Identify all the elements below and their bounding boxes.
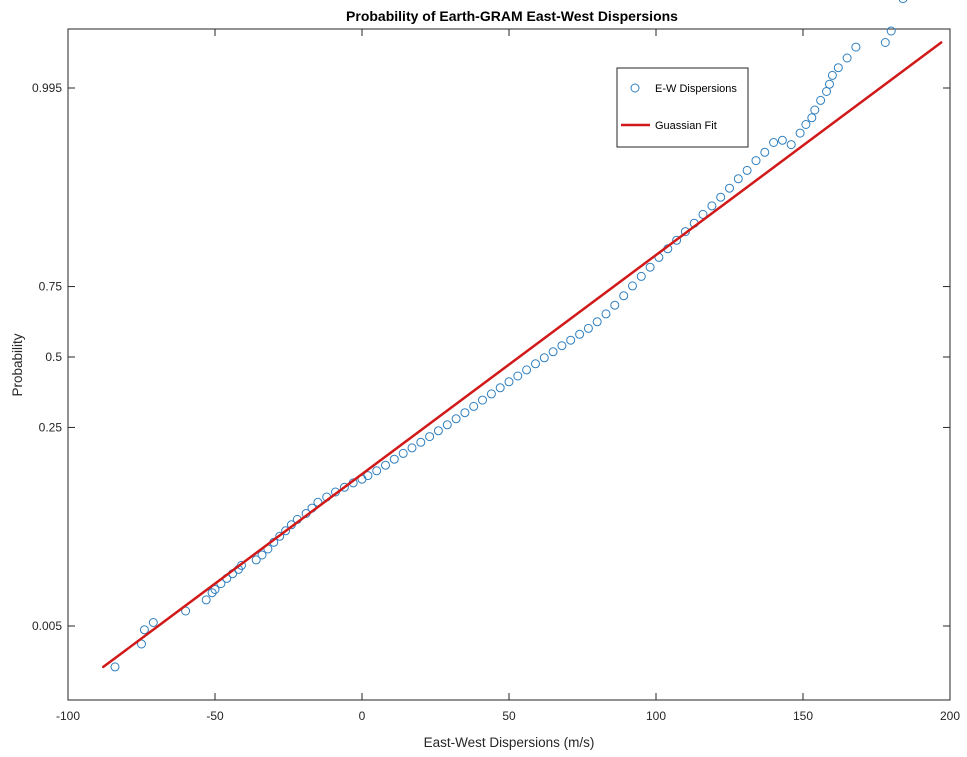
data-point	[531, 359, 540, 369]
data-point	[698, 209, 708, 219]
data-point	[469, 401, 479, 411]
data-point	[610, 300, 620, 310]
data-point	[148, 618, 158, 627]
data-point	[557, 341, 567, 351]
data-point	[513, 371, 523, 381]
data-point	[425, 432, 435, 442]
data-point	[601, 309, 611, 319]
data-point	[548, 347, 558, 357]
data-point	[801, 120, 811, 129]
data-point	[833, 63, 843, 73]
data-point	[742, 165, 752, 175]
legend: E-W Dispersions Guassian Fit	[616, 67, 749, 148]
gaussian-fit-line	[102, 41, 943, 669]
chart-title: Probability of Earth-GRAM East-West Disp…	[346, 8, 678, 24]
x-tick-label: 200	[940, 709, 960, 723]
data-point	[769, 138, 779, 147]
data-point	[566, 335, 576, 345]
data-point	[210, 585, 220, 594]
legend-label-fit: Guassian Fit	[655, 120, 717, 132]
data-point	[478, 395, 487, 405]
data-point	[460, 408, 470, 418]
data-point	[257, 550, 267, 560]
x-tick-label: 150	[793, 709, 813, 723]
data-point	[363, 471, 373, 481]
data-point	[619, 291, 629, 301]
data-point	[339, 482, 349, 492]
data-point	[398, 448, 408, 458]
data-point	[716, 192, 726, 202]
data-point	[416, 437, 426, 447]
y-tick-label: 0.995	[32, 81, 62, 95]
x-axis-ticks: -100 -50 0 50 100 150 200	[56, 29, 960, 723]
data-point	[795, 128, 805, 138]
legend-marker-dispersions	[630, 83, 640, 93]
data-point	[786, 140, 796, 150]
x-tick-label: 100	[646, 709, 666, 723]
y-tick-label: 0.25	[39, 420, 63, 434]
data-point	[733, 174, 743, 184]
data-point	[251, 555, 261, 565]
data-point	[707, 201, 717, 211]
scatter-points	[110, 0, 908, 672]
data-point	[898, 0, 908, 4]
data-point	[810, 105, 820, 115]
data-point	[807, 113, 817, 123]
data-point	[636, 271, 646, 281]
data-point	[592, 317, 602, 327]
data-point	[495, 383, 505, 393]
data-point	[275, 531, 285, 541]
data-point	[201, 595, 211, 605]
data-point	[433, 426, 443, 436]
data-point	[825, 79, 834, 89]
data-point	[816, 95, 826, 105]
data-point	[760, 147, 770, 157]
x-tick-label: 0	[359, 709, 366, 723]
data-point	[522, 365, 532, 375]
legend-label-dispersions: E-W Dispersions	[655, 83, 737, 95]
data-point	[381, 460, 390, 470]
data-point	[645, 262, 655, 272]
data-point	[451, 414, 461, 424]
y-tick-label: 0.005	[32, 619, 62, 633]
data-point	[851, 42, 861, 52]
data-point	[207, 588, 217, 598]
data-point	[628, 281, 637, 291]
y-tick-label: 0.75	[39, 280, 63, 294]
data-point	[281, 526, 291, 536]
x-tick-label: 50	[502, 709, 516, 723]
y-tick-label: 0.5	[45, 350, 62, 364]
data-point	[583, 323, 593, 333]
data-point	[880, 38, 890, 47]
data-point	[725, 183, 734, 193]
data-point	[110, 662, 120, 672]
data-point	[751, 156, 761, 166]
data-point	[389, 454, 399, 464]
data-point	[442, 420, 452, 430]
data-point	[539, 353, 549, 363]
data-point	[407, 443, 417, 453]
data-point	[575, 329, 585, 339]
data-point	[486, 389, 496, 399]
data-point	[777, 135, 787, 145]
data-point	[827, 70, 837, 80]
x-axis-label: East-West Dispersions (m/s)	[424, 735, 595, 750]
data-point	[842, 53, 852, 63]
data-point	[886, 26, 896, 36]
y-axis-label: Probability	[10, 333, 25, 396]
y-axis-ticks: 0.005 0.25 0.5 0.75 0.995	[32, 81, 950, 633]
legend-box	[616, 67, 749, 148]
data-point	[504, 377, 514, 387]
x-tick-label: -100	[56, 709, 80, 723]
x-tick-label: -50	[206, 709, 224, 723]
data-point	[139, 625, 149, 635]
data-point	[372, 466, 382, 476]
data-point	[672, 235, 682, 245]
